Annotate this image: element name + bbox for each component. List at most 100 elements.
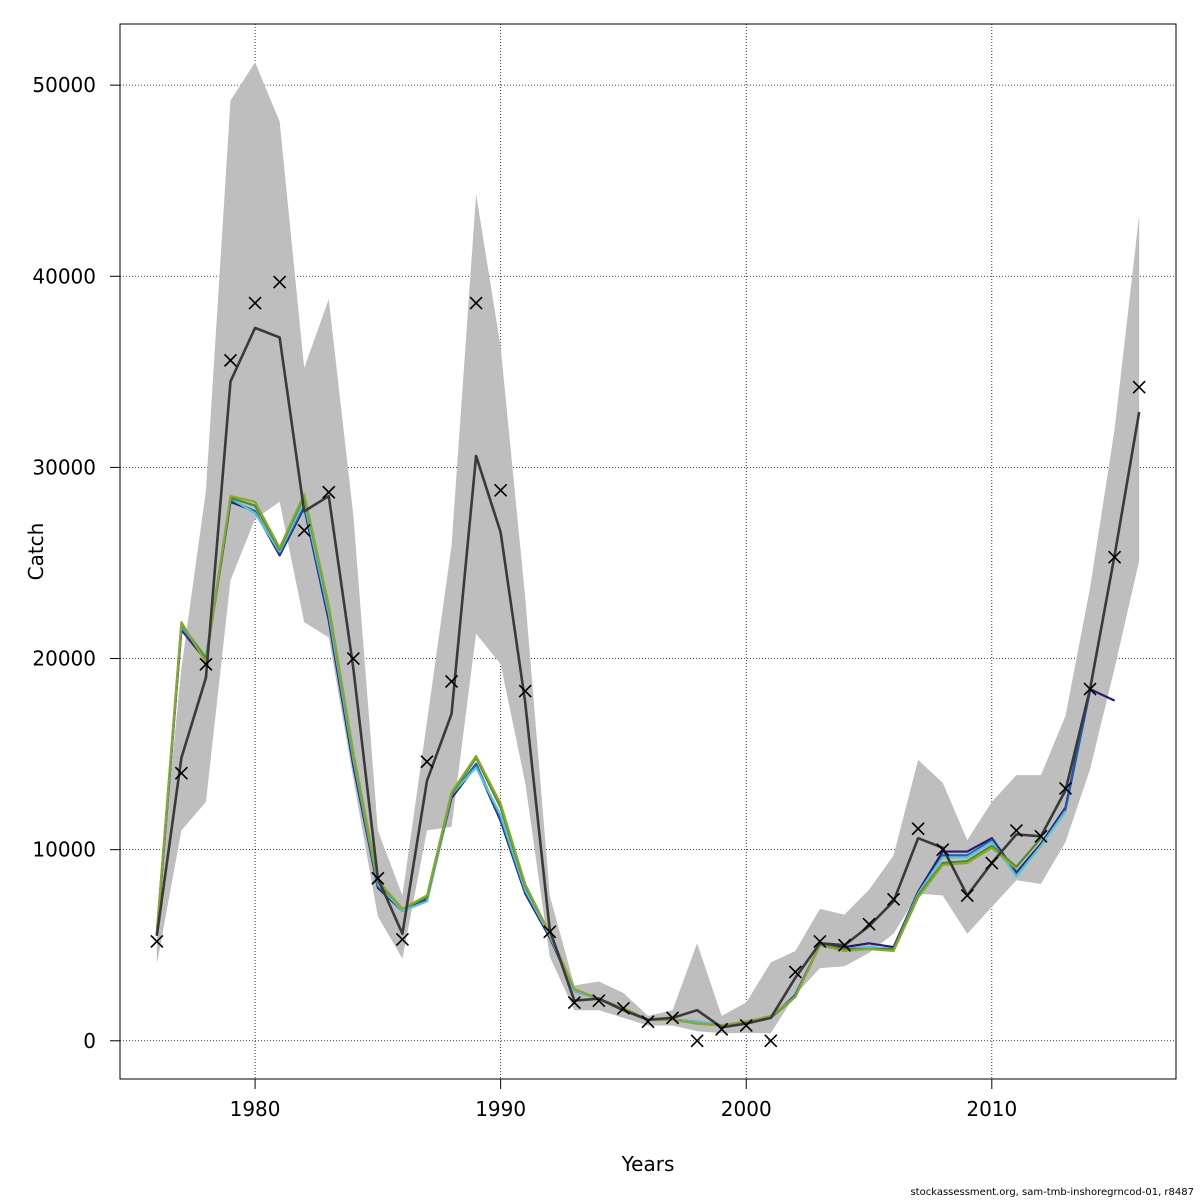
observed-point-stroke: [1034, 829, 1048, 843]
observed-point-stroke: [494, 483, 508, 497]
observed-point-stroke: [715, 1022, 729, 1036]
observed-point-stroke: [985, 856, 999, 870]
observed-point: [248, 296, 262, 310]
observed-point: [1108, 550, 1122, 564]
observed-point-stroke: [444, 674, 459, 689]
observed-point: [1009, 823, 1023, 838]
observed-point: [739, 1018, 753, 1033]
observed-point: [567, 995, 581, 1010]
observed-point: [1083, 682, 1097, 696]
observed-point: [813, 934, 827, 948]
observed-point-stroke: [641, 1015, 655, 1029]
observed-point-stroke: [813, 934, 827, 948]
observed-point: [469, 296, 483, 310]
observed-point-stroke: [936, 843, 950, 857]
observed-point: [641, 1015, 655, 1029]
observed-point-stroke: [960, 888, 974, 903]
observed-point: [371, 871, 385, 885]
observed-point-stroke: [273, 275, 287, 289]
observed-point-stroke: [764, 1034, 778, 1048]
observed-point: [150, 934, 164, 948]
observed-point: [690, 1034, 704, 1048]
observed-point: [960, 888, 974, 903]
observed-point: [715, 1022, 729, 1036]
observed-point-stroke: [543, 925, 557, 939]
x-tick-label: 1990: [475, 1097, 526, 1121]
observed-point: [223, 353, 238, 367]
observed-point-stroke: [592, 994, 606, 1008]
observed-point-stroke: [420, 755, 434, 769]
observed-point-stroke: [248, 296, 262, 310]
confidence-band: [156, 62, 1140, 1034]
observed-point-stroke: [395, 932, 409, 947]
observed-point-stroke: [297, 523, 311, 538]
footer-credit: stockassessment.org, sam-tmb-inshoregrnc…: [910, 1187, 1194, 1198]
observed-point: [1058, 781, 1073, 796]
retro-line-2013: [155, 496, 1067, 1027]
y-tick-label: 50000: [32, 73, 96, 97]
observed-point-stroke: [739, 1018, 753, 1033]
observed-point: [837, 938, 852, 952]
observed-point: [297, 523, 311, 538]
observed-point-stroke: [518, 684, 532, 698]
y-tick-label: 20000: [32, 647, 96, 671]
observed-point-stroke: [911, 822, 925, 836]
observed-point: [199, 657, 213, 671]
observed-point: [665, 1011, 680, 1025]
observed-point-stroke: [837, 938, 852, 952]
fit-line: [155, 326, 1141, 1029]
observed-point-stroke: [862, 917, 876, 931]
observed-point-stroke: [469, 296, 483, 310]
y-tick-label: 0: [83, 1029, 96, 1053]
observed-point: [174, 766, 188, 780]
observed-point: [444, 674, 459, 689]
x-tick-label: 2000: [721, 1097, 772, 1121]
x-axis: 1980 1990 2000 2010: [230, 1079, 1017, 1121]
observed-point: [322, 485, 336, 499]
x-axis-title: Years: [621, 1152, 675, 1176]
x-tick-label: 1980: [230, 1097, 281, 1121]
observed-point-stroke: [223, 353, 238, 367]
fitted-catch-line: [155, 326, 1141, 1029]
observed-point: [911, 822, 925, 836]
observed-catch-points: [150, 275, 1146, 1048]
observed-point-stroke: [788, 965, 802, 979]
observed-point: [788, 965, 802, 979]
observed-point-stroke: [150, 934, 164, 948]
observed-point: [862, 917, 876, 931]
observed-point-stroke: [567, 995, 581, 1010]
observed-point-stroke: [690, 1034, 704, 1048]
observed-point: [543, 925, 557, 939]
observed-point: [273, 275, 287, 289]
plot-frame: [119, 23, 1177, 1080]
observed-point-stroke: [346, 651, 360, 666]
observed-point: [494, 483, 508, 497]
observed-point: [985, 856, 999, 870]
observed-point-stroke: [174, 766, 188, 780]
observed-point-stroke: [199, 657, 213, 671]
y-tick-label: 30000: [32, 455, 96, 479]
y-axis-title: Catch: [24, 523, 48, 581]
confidence-band-area: [156, 62, 1140, 1034]
observed-point: [936, 843, 950, 857]
observed-point: [518, 684, 532, 698]
observed-point: [346, 651, 360, 666]
observed-point-stroke: [1083, 682, 1097, 696]
observed-point: [420, 755, 434, 769]
y-tick-label: 10000: [32, 838, 96, 862]
observed-point: [764, 1034, 778, 1048]
observed-point: [1132, 380, 1146, 394]
observed-point: [1034, 829, 1048, 843]
y-axis: 0 10000 20000 30000 40000 50000: [32, 73, 120, 1053]
observed-point-stroke: [887, 892, 901, 906]
observed-point-stroke: [371, 871, 385, 885]
observed-point-stroke: [1108, 550, 1122, 564]
x-tick-label: 2010: [966, 1097, 1017, 1121]
retro-line-2011: [155, 493, 1018, 1027]
retro-line-2012: [155, 494, 1042, 1027]
observed-point-stroke: [322, 485, 336, 499]
observed-point-stroke: [616, 1001, 631, 1015]
observed-point-stroke: [665, 1011, 680, 1025]
observed-point: [887, 892, 901, 906]
